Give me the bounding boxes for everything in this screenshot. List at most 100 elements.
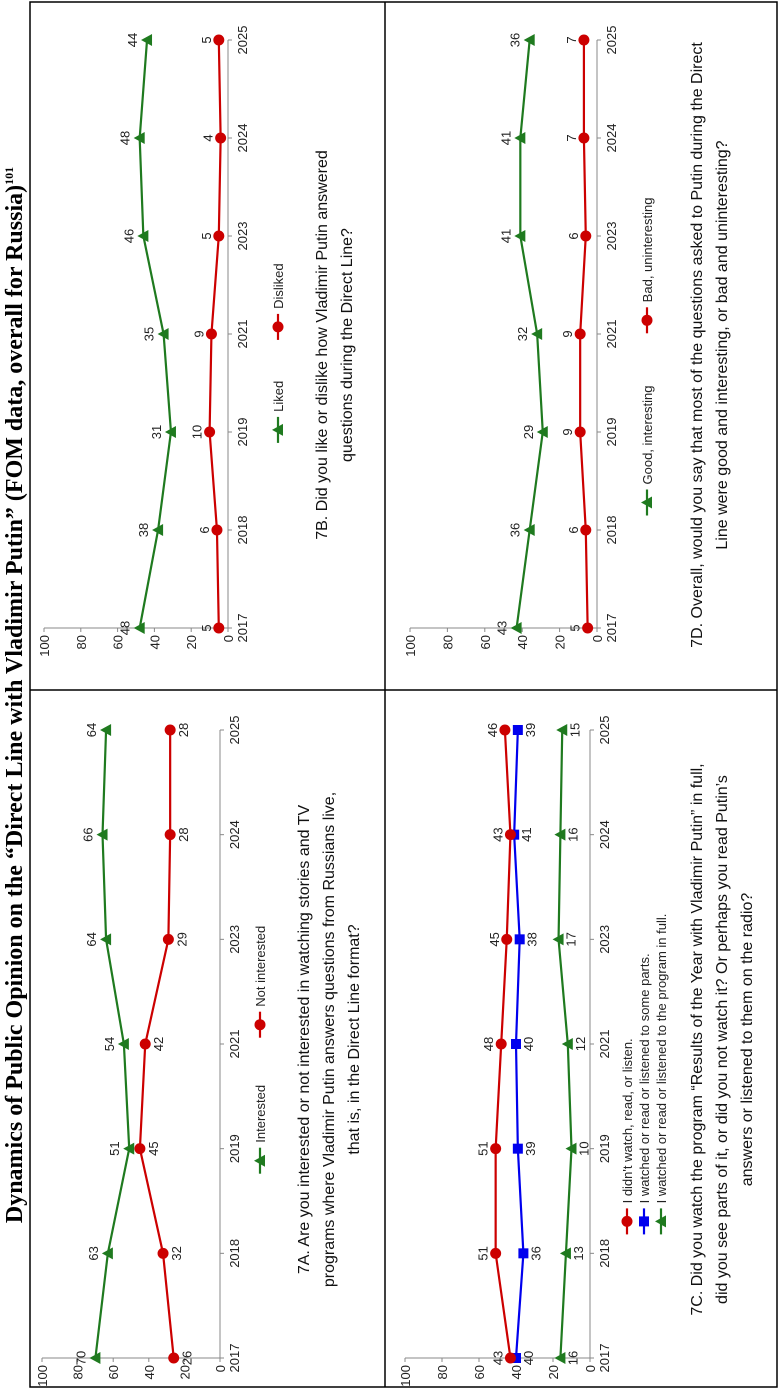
value-label: 10 <box>577 1141 592 1155</box>
frame <box>29 1 778 1388</box>
legend-label: Interested <box>253 1085 268 1143</box>
y-tick-label: 80 <box>435 1365 450 1379</box>
x-tick-label: 2018 <box>597 1239 612 1268</box>
x-tick-label: 2025 <box>227 716 242 745</box>
x-tick-label: 2017 <box>235 614 250 643</box>
x-tick-label: 2018 <box>604 516 619 545</box>
value-label: 36 <box>508 33 523 47</box>
value-label: 10 <box>190 425 205 439</box>
value-label: 43 <box>490 827 505 841</box>
y-tick-label: 60 <box>478 635 493 649</box>
value-label: 44 <box>125 33 140 47</box>
marker <box>157 1247 169 1259</box>
y-tick-label: 0 <box>213 1365 228 1372</box>
marker <box>559 1247 571 1260</box>
y-tick-label: 0 <box>583 1365 598 1372</box>
value-label: 17 <box>564 932 579 946</box>
y-tick-label: 20 <box>553 635 568 649</box>
value-label: 26 <box>180 1351 195 1365</box>
marker <box>514 230 526 242</box>
marker <box>504 1352 516 1364</box>
marker <box>213 622 225 634</box>
value-label: 40 <box>521 1037 536 1051</box>
marker <box>100 724 112 736</box>
x-tick-label: 2025 <box>597 716 612 745</box>
marker <box>655 1215 666 1228</box>
legend-label: Liked <box>271 381 286 412</box>
value-label: 48 <box>118 621 133 635</box>
y-tick-label: 100 <box>398 1365 413 1387</box>
marker <box>501 933 513 945</box>
value-label: 9 <box>560 330 575 337</box>
legend-label: Disliked <box>271 263 286 309</box>
value-label: 6 <box>566 526 581 533</box>
marker <box>164 724 176 736</box>
value-label: 32 <box>515 327 530 341</box>
x-tick-label: 2024 <box>604 124 619 153</box>
marker <box>254 1019 266 1031</box>
value-label: 63 <box>86 1246 101 1260</box>
x-tick-label: 2019 <box>227 1134 242 1163</box>
y-tick-label: 60 <box>106 1365 121 1379</box>
value-label: 46 <box>485 723 500 737</box>
marker <box>133 622 145 634</box>
marker <box>134 1143 146 1155</box>
value-label: 38 <box>136 523 151 537</box>
value-label: 6 <box>197 526 212 533</box>
x-tick-label: 2025 <box>235 26 250 55</box>
x-tick-label: 2019 <box>597 1134 612 1163</box>
value-label: 64 <box>84 932 99 946</box>
value-label: 41 <box>519 827 534 841</box>
marker <box>578 34 590 46</box>
value-label: 41 <box>498 131 513 145</box>
x-tick-label: 2023 <box>235 222 250 251</box>
marker <box>272 423 283 436</box>
x-tick-label: 2019 <box>604 418 619 447</box>
marker <box>205 328 217 340</box>
marker <box>89 1352 101 1364</box>
legend-label: Good, interesting <box>640 385 655 484</box>
chart-caption: 7D. Overall, would you say that most of … <box>689 42 731 648</box>
marker <box>552 933 564 946</box>
marker <box>504 829 516 841</box>
value-label: 4 <box>201 134 216 141</box>
marker <box>554 828 566 841</box>
value-label: 45 <box>487 932 502 946</box>
marker <box>495 1038 507 1050</box>
x-tick-label: 2018 <box>235 516 250 545</box>
value-label: 51 <box>107 1141 122 1155</box>
value-label: 64 <box>84 723 99 737</box>
marker <box>639 1216 649 1227</box>
value-label: 29 <box>521 425 536 439</box>
marker <box>100 933 112 946</box>
value-label: 43 <box>490 1351 505 1365</box>
marker <box>536 426 548 438</box>
marker <box>254 1154 265 1167</box>
marker <box>490 1247 502 1259</box>
marker <box>490 1143 502 1155</box>
marker <box>168 1352 180 1364</box>
value-label: 28 <box>176 827 191 841</box>
marker <box>574 426 586 438</box>
value-label: 54 <box>102 1037 117 1051</box>
x-tick-label: 2023 <box>597 925 612 954</box>
x-tick-label: 2021 <box>604 320 619 349</box>
value-label: 35 <box>142 327 157 341</box>
value-label: 13 <box>571 1246 586 1260</box>
y-tick-label: 20 <box>546 1365 561 1379</box>
value-label: 43 <box>495 621 510 635</box>
marker <box>523 524 535 536</box>
marker <box>641 496 652 509</box>
legend-label: I watched or read or listened to some pa… <box>637 953 652 1203</box>
x-tick-label: 2021 <box>597 1030 612 1059</box>
marker <box>101 1247 113 1260</box>
x-tick-label: 2017 <box>604 614 619 643</box>
marker <box>578 132 590 144</box>
x-tick-label: 2024 <box>597 820 612 849</box>
chart-caption: 7B. Did you like or dislike how Vladimir… <box>314 150 356 540</box>
marker <box>164 829 176 841</box>
y-tick-label: 60 <box>472 1365 487 1379</box>
marker <box>511 1039 521 1049</box>
y-tick-label: 100 <box>37 635 52 657</box>
